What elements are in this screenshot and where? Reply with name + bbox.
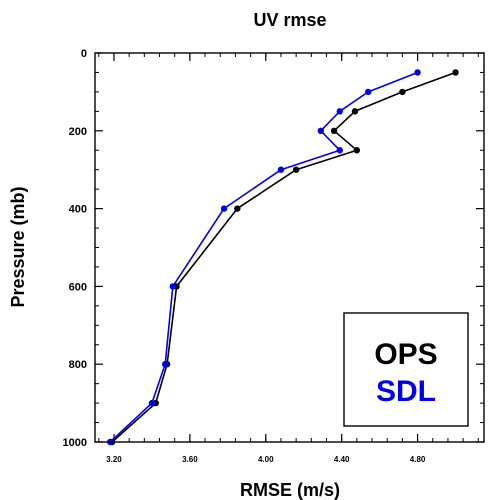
legend-entry-ops: OPS: [374, 338, 437, 371]
data-point-sdl: [169, 283, 176, 290]
x-axis-label: RMSE (m/s): [240, 480, 340, 500]
x-tick-label: 3.20: [106, 455, 122, 464]
data-point-sdl: [365, 88, 372, 96]
data-point-ops: [353, 147, 361, 154]
data-point-sdl: [148, 399, 156, 407]
data-point-sdl: [414, 69, 421, 76]
data-point-sdl: [317, 127, 325, 134]
y-tick-label: 400: [69, 204, 87, 216]
data-point-ops: [234, 205, 241, 212]
data-point-ops: [292, 166, 300, 173]
data-point-ops: [452, 69, 459, 76]
data-point-sdl: [162, 361, 169, 368]
data-point-ops: [351, 108, 359, 115]
data-point-sdl: [220, 205, 228, 212]
data-point-ops: [399, 88, 406, 96]
y-tick-labels: 0 200 400 600 800 1000: [63, 48, 87, 449]
x-tick-label: 3.60: [182, 455, 198, 464]
x-tick-label: 4.00: [258, 455, 274, 464]
data-point-sdl: [277, 166, 285, 173]
legend-entry-sdl: SDL: [376, 375, 436, 408]
data-point-sdl: [336, 147, 343, 154]
y-tick-label: 800: [69, 359, 87, 371]
x-tick-label: 4.80: [410, 455, 426, 464]
y-tick-label: 600: [69, 281, 87, 293]
x-tick-labels: 3.20 3.60 4.00 4.40 4.80: [106, 455, 426, 464]
chart-title: UV rmse: [253, 10, 326, 30]
y-tick-label: 200: [69, 126, 87, 138]
x-tick-label: 4.40: [334, 455, 350, 464]
series-layer: [106, 69, 459, 446]
y-axis-label: Pressure (mb): [8, 186, 28, 307]
y-tick-label: 0: [81, 48, 87, 60]
legend: OPS SDL: [343, 312, 469, 427]
y-tick-label: 1000: [63, 437, 87, 449]
plot-frame: [94, 52, 485, 443]
legend-box: [343, 312, 469, 427]
data-point-sdl: [336, 108, 343, 115]
data-point-ops: [330, 127, 338, 134]
